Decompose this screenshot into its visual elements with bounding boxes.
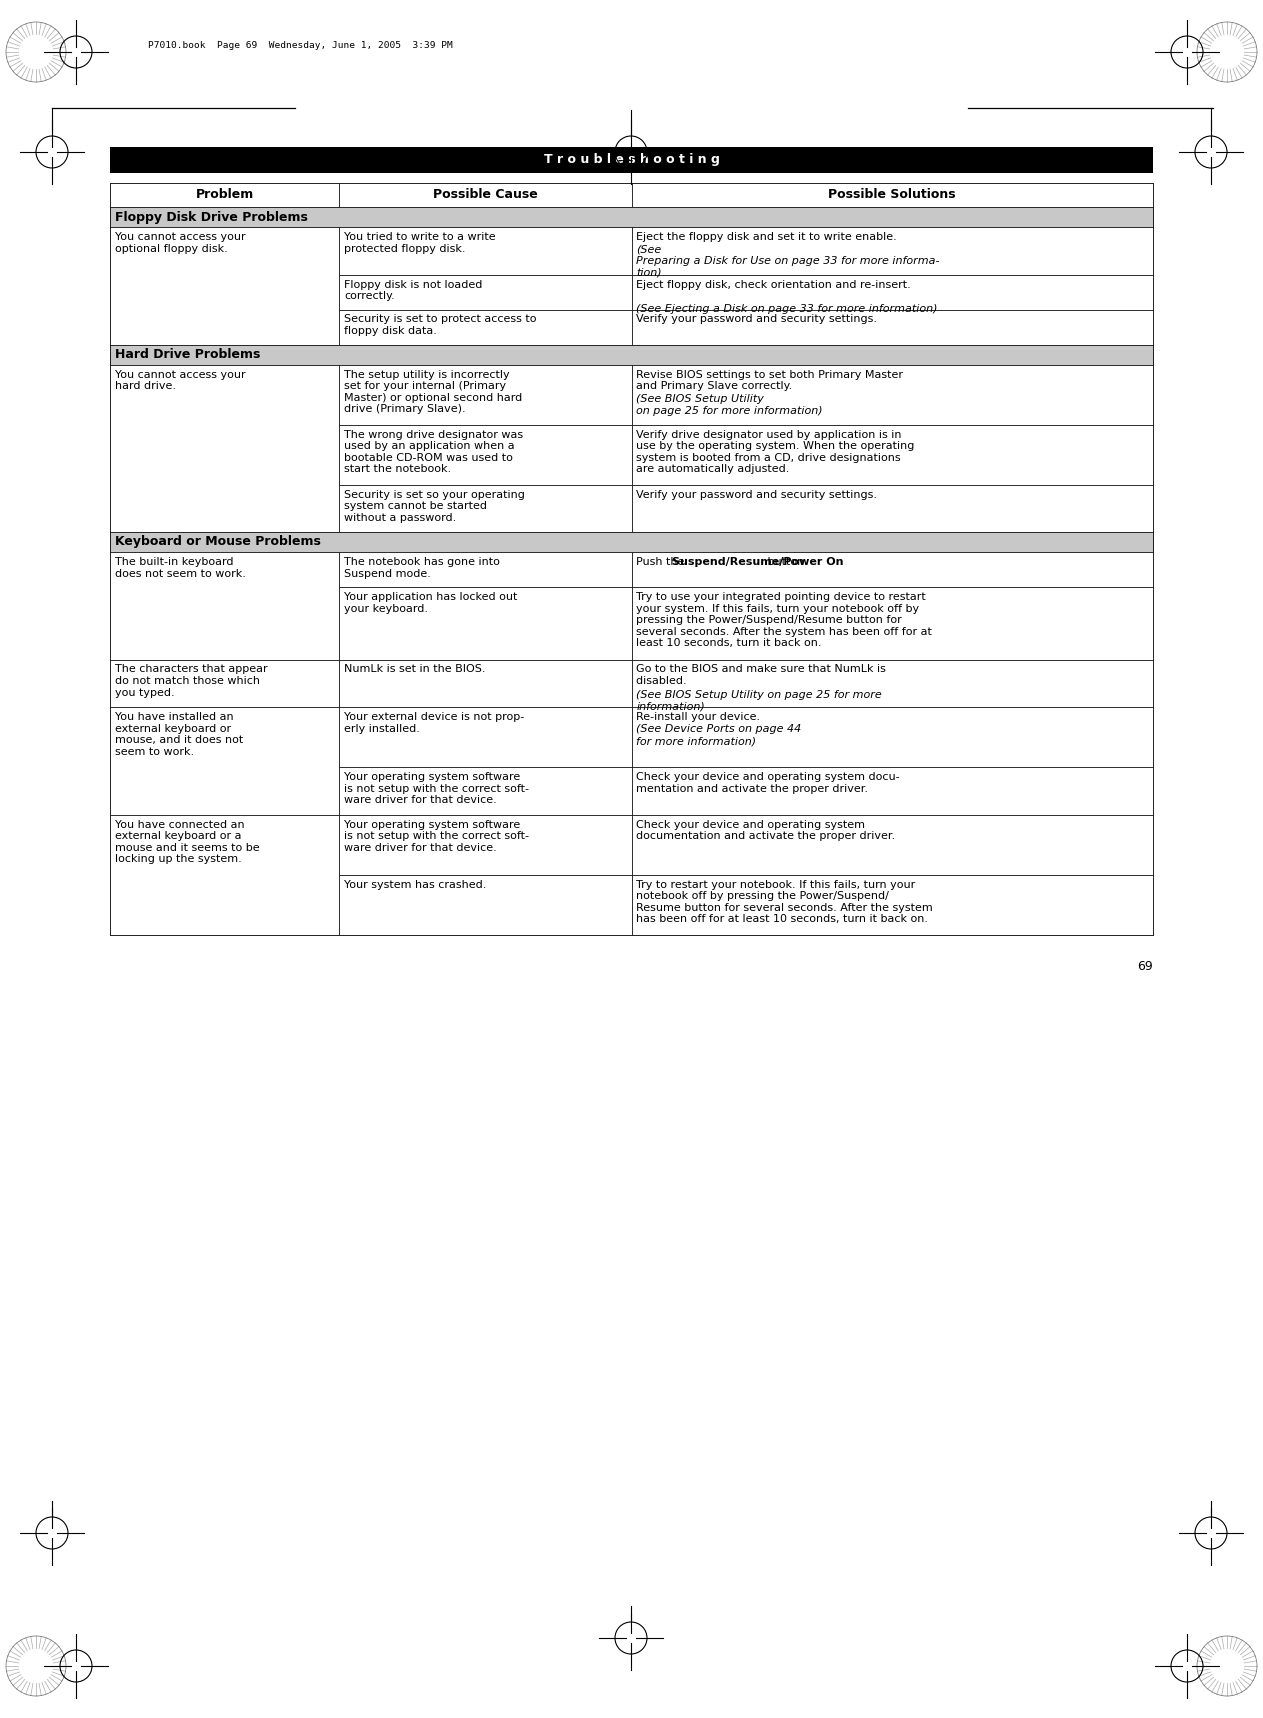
Bar [632, 275, 1153, 309]
Bar [340, 551, 632, 588]
Bar [110, 708, 340, 814]
Bar [632, 708, 1153, 766]
Bar [110, 184, 340, 206]
Text: Try to restart your notebook. If this fails, turn your
notebook off by pressing : Try to restart your notebook. If this fa… [637, 880, 933, 924]
Text: NumLk is set in the BIOS.: NumLk is set in the BIOS. [345, 665, 486, 675]
Text: Verify drive designator used by application is in
use by the operating system. W: Verify drive designator used by applicat… [637, 430, 914, 474]
Text: Check your device and operating system
documentation and activate the proper dri: Check your device and operating system d… [637, 819, 895, 842]
Bar [110, 551, 340, 660]
Text: Verify your password and security settings.: Verify your password and security settin… [637, 314, 878, 325]
Text: 69: 69 [1137, 959, 1153, 972]
Circle shape [1210, 1649, 1244, 1682]
Text: Eject floppy disk, check orientation and re-insert.: Eject floppy disk, check orientation and… [637, 280, 911, 290]
Text: You have connected an
external keyboard or a
mouse and it seems to be
locking up: You have connected an external keyboard … [115, 819, 260, 864]
Text: You have installed an
external keyboard or
mouse, and it does not
seem to work.: You have installed an external keyboard … [115, 711, 244, 758]
Text: P7010.book  Page 69  Wednesday, June 1, 2005  3:39 PM: P7010.book Page 69 Wednesday, June 1, 20… [148, 41, 452, 50]
Text: Your application has locked out
your keyboard.: Your application has locked out your key… [345, 593, 518, 613]
Text: Verify your password and security settings.: Verify your password and security settin… [637, 490, 878, 500]
Text: (See BIOS Setup Utility on page 25 for more
information): (See BIOS Setup Utility on page 25 for m… [637, 689, 883, 711]
Bar [632, 184, 1153, 206]
Bar [632, 227, 1153, 275]
Text: Keyboard or Mouse Problems: Keyboard or Mouse Problems [115, 536, 321, 548]
Bar [110, 533, 1153, 551]
Text: Revise BIOS settings to set both Primary Master
and Primary Slave correctly.: Revise BIOS settings to set both Primary… [637, 369, 903, 392]
Text: Eject the floppy disk and set it to write enable.: Eject the floppy disk and set it to writ… [637, 232, 901, 242]
Bar [632, 551, 1153, 588]
Text: Your system has crashed.: Your system has crashed. [345, 880, 486, 890]
Text: Go to the BIOS and make sure that NumLk is
disabled.: Go to the BIOS and make sure that NumLk … [637, 665, 887, 685]
Bar [340, 874, 632, 935]
Bar [110, 345, 1153, 364]
Bar [110, 660, 340, 708]
Bar [340, 309, 632, 345]
Text: Check your device and operating system docu-
mentation and activate the proper d: Check your device and operating system d… [637, 771, 901, 794]
Bar [340, 184, 632, 206]
Text: Possible Solutions: Possible Solutions [829, 189, 956, 201]
Text: Hard Drive Problems: Hard Drive Problems [115, 349, 260, 361]
Text: T r o u b l e s h o o t i n g: T r o u b l e s h o o t i n g [543, 153, 720, 167]
Text: (See
Preparing a Disk for Use on page 33 for more informa-
tion): (See Preparing a Disk for Use on page 33… [637, 244, 940, 278]
Bar [110, 184, 1153, 935]
Bar [632, 814, 1153, 874]
Bar [340, 484, 632, 533]
Text: (See BIOS Setup Utility
on page 25 for more information): (See BIOS Setup Utility on page 25 for m… [637, 395, 823, 416]
Text: The notebook has gone into
Suspend mode.: The notebook has gone into Suspend mode. [345, 557, 500, 579]
Bar [340, 424, 632, 484]
Text: Security is set so your operating
system cannot be started
without a password.: Security is set so your operating system… [345, 490, 525, 522]
Bar [340, 708, 632, 766]
Text: You cannot access your
hard drive.: You cannot access your hard drive. [115, 369, 245, 392]
Bar [632, 588, 1153, 660]
Text: Security is set to protect access to
floppy disk data.: Security is set to protect access to flo… [345, 314, 537, 337]
Bar [632, 309, 1153, 345]
Text: (See Device Ports on page 44
for more information): (See Device Ports on page 44 for more in… [637, 725, 802, 746]
Text: Suspend/Resume/Power On: Suspend/Resume/Power On [672, 557, 844, 567]
Bar [340, 766, 632, 814]
Text: Re-install your device.: Re-install your device. [637, 711, 764, 722]
Circle shape [19, 1649, 53, 1682]
Bar [340, 227, 632, 275]
Circle shape [1210, 36, 1244, 69]
Text: Push the: Push the [637, 557, 688, 567]
Text: Your external device is not prop-
erly installed.: Your external device is not prop- erly i… [345, 711, 524, 734]
Circle shape [19, 36, 53, 69]
Bar [632, 364, 1153, 424]
Text: (See Ejecting a Disk on page 33 for more information): (See Ejecting a Disk on page 33 for more… [637, 304, 938, 314]
Bar [632, 484, 1153, 533]
Bar [340, 814, 632, 874]
Text: button.: button. [764, 557, 808, 567]
Text: The setup utility is incorrectly
set for your internal (Primary
Master) or optio: The setup utility is incorrectly set for… [345, 369, 523, 414]
Bar [110, 364, 340, 533]
Bar [632, 766, 1153, 814]
Text: Problem: Problem [196, 189, 254, 201]
Bar [340, 275, 632, 309]
Text: Try to use your integrated pointing device to restart
your system. If this fails: Try to use your integrated pointing devi… [637, 593, 932, 648]
Bar [110, 227, 340, 345]
Bar [632, 424, 1153, 484]
Bar [110, 148, 1153, 174]
Text: The wrong drive designator was
used by an application when a
bootable CD-ROM was: The wrong drive designator was used by a… [345, 430, 524, 474]
Text: The characters that appear
do not match those which
you typed.: The characters that appear do not match … [115, 665, 268, 698]
Bar [340, 660, 632, 708]
Text: Your operating system software
is not setup with the correct soft-
ware driver f: Your operating system software is not se… [345, 771, 529, 806]
Text: You cannot access your
optional floppy disk.: You cannot access your optional floppy d… [115, 232, 245, 254]
Text: Your operating system software
is not setup with the correct soft-
ware driver f: Your operating system software is not se… [345, 819, 529, 852]
Text: Possible Cause: Possible Cause [433, 189, 538, 201]
Text: Floppy Disk Drive Problems: Floppy Disk Drive Problems [115, 211, 308, 223]
Text: Floppy disk is not loaded
correctly.: Floppy disk is not loaded correctly. [345, 280, 482, 301]
Bar [110, 206, 1153, 227]
Bar [632, 660, 1153, 708]
Bar [340, 364, 632, 424]
Bar [632, 874, 1153, 935]
Text: You tried to write to a write
protected floppy disk.: You tried to write to a write protected … [345, 232, 496, 254]
Bar [110, 814, 340, 935]
Text: The built-in keyboard
does not seem to work.: The built-in keyboard does not seem to w… [115, 557, 246, 579]
Bar [340, 588, 632, 660]
